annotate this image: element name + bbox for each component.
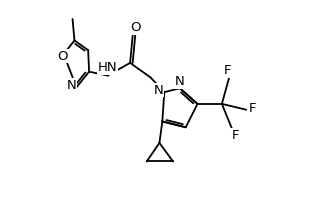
Text: N: N bbox=[67, 79, 77, 92]
Text: F: F bbox=[248, 102, 256, 115]
Text: F: F bbox=[224, 64, 231, 77]
Text: F: F bbox=[232, 129, 239, 142]
Text: O: O bbox=[131, 21, 141, 34]
Text: O: O bbox=[58, 50, 68, 63]
Text: N: N bbox=[154, 84, 163, 97]
Text: HN: HN bbox=[98, 61, 118, 74]
Text: N: N bbox=[175, 75, 185, 88]
